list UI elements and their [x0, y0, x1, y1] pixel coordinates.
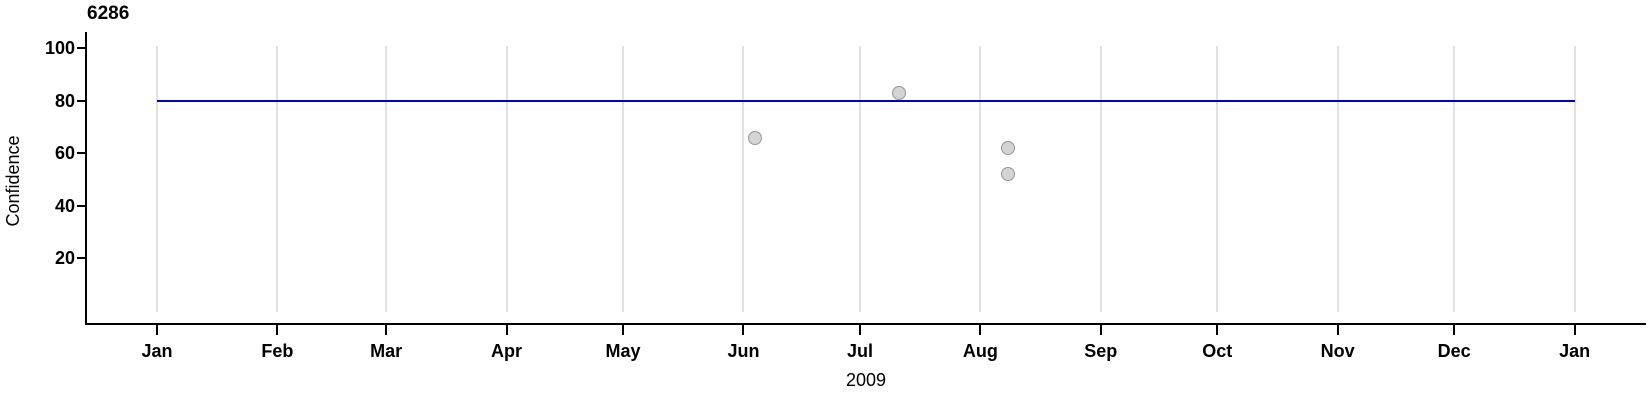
- y-axis-tick-label: 80: [54, 90, 75, 111]
- scatter-point: [1000, 141, 1015, 156]
- y-axis-tick-label: 100: [44, 38, 75, 59]
- reference-line: [157, 99, 1575, 102]
- x-axis-tick: [385, 325, 388, 335]
- y-axis-tick-label: 40: [54, 195, 75, 216]
- x-axis-tick-label: May: [605, 341, 641, 361]
- x-axis-tick: [1453, 325, 1456, 335]
- y-axis-tick-label: 20: [54, 248, 75, 269]
- scatter-point: [1000, 167, 1015, 182]
- month-gridline: [1573, 46, 1576, 312]
- y-axis-tick-label: 60: [54, 143, 75, 164]
- x-axis-tick-label: Oct: [1202, 341, 1233, 361]
- x-axis-tick-label: Jan: [1559, 341, 1591, 361]
- x-axis-tick: [1573, 325, 1576, 335]
- month-gridline: [1099, 46, 1102, 312]
- y-axis-line: [85, 32, 87, 325]
- x-axis-tick-label: Aug: [962, 341, 998, 361]
- y-axis-tick: [77, 99, 85, 102]
- month-gridline: [979, 46, 982, 312]
- y-axis-label: Confidence: [3, 135, 23, 227]
- y-axis-tick: [77, 47, 85, 50]
- x-axis-tick-label: Jan: [141, 341, 173, 361]
- x-axis-tick: [1216, 325, 1219, 335]
- month-gridline: [1216, 46, 1219, 312]
- scatter-point: [891, 86, 906, 101]
- x-axis-tick: [156, 325, 158, 335]
- x-axis-tick-label: Mar: [370, 341, 403, 361]
- x-axis-tick: [979, 325, 982, 335]
- scatter-point: [748, 130, 763, 145]
- x-axis-tick: [505, 325, 508, 335]
- chart-title: 6286: [87, 3, 130, 24]
- x-axis-tick: [858, 325, 861, 335]
- x-axis-tick-label: Sep: [1084, 341, 1118, 361]
- month-gridline: [276, 46, 279, 312]
- x-axis-tick: [622, 325, 625, 335]
- month-gridline: [505, 46, 508, 312]
- month-gridline: [385, 46, 388, 312]
- x-axis-tick-label: Nov: [1320, 341, 1355, 361]
- month-gridline: [156, 46, 158, 312]
- month-gridline: [858, 46, 861, 312]
- x-axis-tick: [1099, 325, 1102, 335]
- month-gridline: [1453, 46, 1456, 312]
- x-axis-tick-label: Feb: [261, 341, 294, 361]
- x-axis-tick-label: Jun: [727, 341, 760, 361]
- y-axis-tick: [77, 204, 85, 207]
- y-axis-tick: [77, 152, 85, 155]
- x-axis-line: [85, 323, 1646, 325]
- x-axis-tick: [1336, 325, 1339, 335]
- x-axis-tick-label: Apr: [491, 341, 523, 361]
- month-gridline: [1336, 46, 1339, 312]
- month-gridline: [622, 46, 625, 312]
- x-axis-tick-label: Dec: [1437, 341, 1471, 361]
- x-axis-tick: [742, 325, 745, 335]
- month-gridline: [742, 46, 745, 312]
- x-axis-label: 2009: [845, 370, 887, 390]
- y-axis-tick: [77, 257, 85, 260]
- x-axis-tick: [276, 325, 279, 335]
- x-axis-tick-label: Jul: [846, 341, 873, 361]
